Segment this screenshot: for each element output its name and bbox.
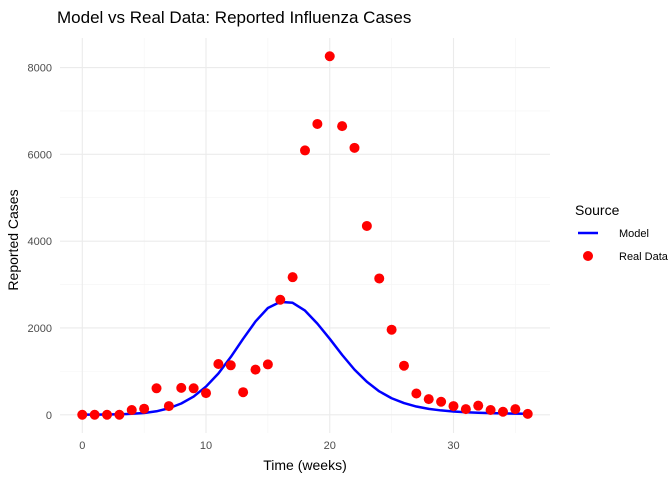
x-tick-label: 10 xyxy=(200,440,212,452)
legend-real-data-label: Real Data xyxy=(619,251,669,263)
real-data-point xyxy=(374,273,385,284)
x-tick-label: 30 xyxy=(447,440,459,452)
real-data-point xyxy=(287,272,298,283)
real-data-point xyxy=(361,220,372,231)
real-data-point xyxy=(448,401,459,412)
real-data-point xyxy=(213,358,224,369)
real-data-point xyxy=(349,142,360,153)
real-data-point xyxy=(497,406,508,417)
real-data-point xyxy=(77,409,88,420)
x-tick-label: 0 xyxy=(79,440,85,452)
real-data-point xyxy=(163,401,174,412)
real-data-point xyxy=(188,383,199,394)
real-data-point xyxy=(262,359,273,370)
chart-title: Model vs Real Data: Reported Influenza C… xyxy=(57,8,411,27)
real-data-point xyxy=(102,409,113,420)
plot-area xyxy=(77,51,533,420)
y-tick-label: 0 xyxy=(46,410,52,422)
real-data-point xyxy=(436,396,447,407)
real-data-point xyxy=(473,400,484,411)
real-data-point xyxy=(238,387,249,398)
y-axis-title: Reported Cases xyxy=(5,189,21,290)
legend-model-label: Model xyxy=(619,228,649,240)
real-data-point xyxy=(312,118,323,129)
real-data-point xyxy=(411,388,422,399)
real-data-point xyxy=(423,394,434,405)
real-data-point xyxy=(522,408,533,419)
real-data-point xyxy=(275,294,286,305)
real-data-point xyxy=(151,383,162,394)
real-data-point xyxy=(126,404,137,415)
real-data-point xyxy=(510,404,521,415)
legend-real-data-swatch xyxy=(583,251,593,261)
x-tick-label: 20 xyxy=(324,440,336,452)
real-data-point xyxy=(485,404,496,415)
real-data-point xyxy=(250,364,261,375)
x-axis-title: Time (weeks) xyxy=(263,457,347,473)
real-data-point xyxy=(201,388,212,399)
real-data-point xyxy=(176,382,187,393)
real-data-point xyxy=(225,360,236,371)
real-data-point xyxy=(386,324,397,335)
legend-title: Source xyxy=(575,202,620,218)
real-data-point xyxy=(324,51,335,62)
real-data-point xyxy=(300,145,310,156)
legend: Source Model Real Data xyxy=(575,202,669,263)
real-data-point xyxy=(460,404,471,415)
axes: 0 10 20 30 0 2000 4000 6000 8000 xyxy=(28,63,460,452)
real-data-point xyxy=(337,121,348,132)
y-tick-label: 4000 xyxy=(28,236,52,248)
y-tick-label: 8000 xyxy=(28,63,52,75)
real-data-point xyxy=(114,409,125,420)
real-data-point xyxy=(89,409,100,420)
grid xyxy=(60,38,550,433)
y-tick-label: 6000 xyxy=(28,149,52,161)
real-data-point xyxy=(139,403,150,414)
y-tick-label: 2000 xyxy=(28,323,52,335)
real-data-point xyxy=(398,360,409,371)
model-line xyxy=(82,300,528,416)
